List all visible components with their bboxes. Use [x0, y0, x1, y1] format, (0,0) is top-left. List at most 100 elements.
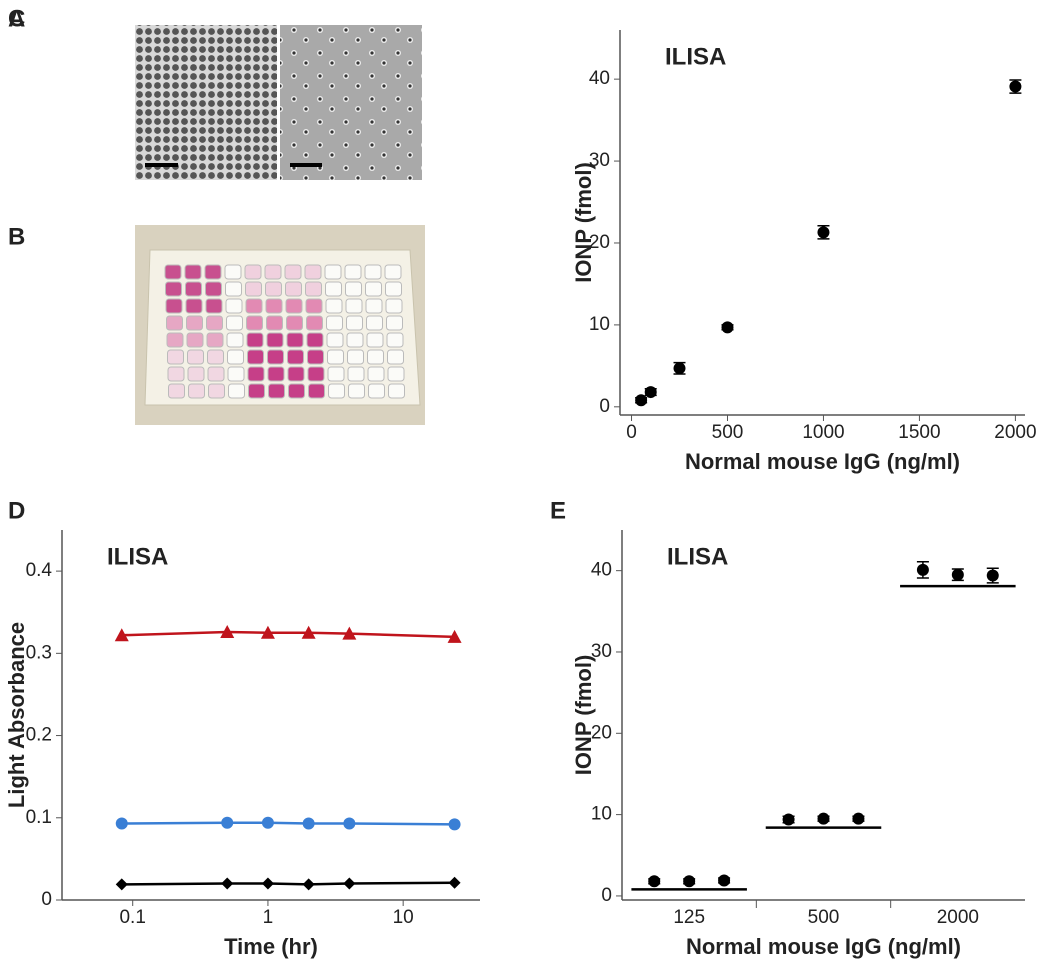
marker	[114, 628, 129, 642]
well	[285, 281, 302, 297]
x-tick-label: 0	[626, 422, 637, 443]
well	[205, 298, 223, 314]
well	[184, 264, 202, 280]
marker	[447, 629, 462, 643]
well	[344, 264, 362, 280]
y-tick-label: 40	[589, 68, 610, 89]
marker	[916, 563, 929, 576]
well	[288, 383, 305, 399]
marker	[951, 568, 964, 581]
marker	[261, 816, 274, 829]
marker	[683, 875, 696, 888]
well	[266, 332, 284, 348]
well	[325, 281, 342, 297]
y-tick-label: 10	[589, 314, 610, 335]
marker	[644, 386, 657, 399]
micrograph	[280, 25, 422, 180]
panel-label: A	[8, 5, 25, 32]
marker	[782, 813, 795, 826]
well	[265, 281, 282, 297]
well	[368, 383, 385, 399]
well	[346, 315, 363, 331]
marker	[343, 877, 356, 890]
well	[387, 349, 404, 365]
marker	[221, 816, 234, 829]
well	[325, 298, 343, 314]
x-axis-label: Normal mouse IgG (ng/ml)	[686, 934, 961, 959]
well	[248, 383, 265, 399]
well	[304, 264, 322, 280]
well	[225, 298, 243, 314]
well	[367, 366, 385, 382]
well	[285, 298, 303, 314]
well	[307, 349, 324, 365]
well	[206, 315, 223, 331]
panel-label: B	[8, 223, 25, 250]
well	[247, 366, 265, 382]
well	[305, 298, 323, 314]
marker	[648, 875, 661, 888]
marker	[342, 626, 357, 640]
y-tick-label: 0.3	[26, 642, 52, 663]
marker	[852, 812, 865, 825]
well	[386, 332, 404, 348]
well	[366, 315, 383, 331]
well	[227, 366, 245, 382]
marker	[718, 874, 731, 887]
y-tick-label: 10	[591, 804, 612, 825]
marker	[302, 817, 315, 830]
annotation: ILISA	[667, 543, 728, 570]
y-axis-label: Light Absorbance	[4, 622, 29, 808]
marker	[721, 321, 734, 334]
x-tick-label: 1500	[898, 422, 940, 443]
x-tick-label: 0.1	[119, 907, 145, 928]
well	[186, 332, 204, 348]
well	[328, 383, 345, 399]
y-tick-label: 0	[41, 889, 52, 910]
well	[287, 366, 305, 382]
x-tick-label: 500	[808, 907, 840, 928]
well	[204, 264, 222, 280]
marker	[673, 362, 686, 375]
marker	[817, 226, 830, 239]
well	[165, 281, 182, 297]
well	[247, 349, 264, 365]
marker	[301, 625, 316, 639]
well	[186, 315, 203, 331]
series-line	[121, 881, 455, 886]
well	[307, 366, 325, 382]
well	[305, 281, 322, 297]
well	[245, 281, 262, 297]
y-tick-label: 40	[591, 560, 612, 581]
marker	[986, 569, 999, 582]
well	[187, 349, 204, 365]
well	[326, 315, 343, 331]
marker	[221, 877, 234, 890]
well	[166, 332, 184, 348]
well	[245, 298, 263, 314]
well	[308, 383, 325, 399]
y-tick-label: 0	[599, 396, 610, 417]
panel-label: D	[8, 497, 25, 524]
well	[208, 383, 225, 399]
well	[384, 264, 402, 280]
well	[387, 366, 405, 382]
y-tick-label: 0.1	[26, 807, 52, 828]
y-tick-label: 0.2	[26, 725, 52, 746]
well	[187, 366, 205, 382]
well	[347, 366, 365, 382]
well	[165, 298, 183, 314]
well	[286, 315, 303, 331]
x-tick-label: 10	[393, 907, 414, 928]
marker	[448, 818, 461, 831]
panel-label: E	[550, 497, 566, 524]
well	[224, 264, 242, 280]
well	[306, 315, 323, 331]
series-line	[121, 821, 455, 826]
well	[267, 349, 284, 365]
well	[388, 383, 405, 399]
well	[167, 366, 185, 382]
y-axis-label: IONP (fmol)	[571, 655, 596, 776]
